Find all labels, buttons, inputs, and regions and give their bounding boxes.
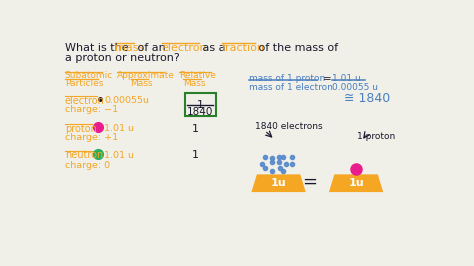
Text: Relative: Relative [179, 71, 216, 80]
Text: electron: electron [64, 96, 105, 106]
Polygon shape [251, 174, 306, 192]
Text: of an: of an [135, 43, 170, 53]
Text: Subatomic: Subatomic [64, 71, 113, 80]
Text: 1.01 u: 1.01 u [104, 151, 134, 160]
Text: What is the: What is the [64, 43, 132, 53]
Text: of the mass of: of the mass of [255, 43, 338, 53]
Text: charge: +1: charge: +1 [64, 133, 118, 142]
Text: 1.01 u: 1.01 u [104, 123, 134, 132]
Text: 1840 electrons: 1840 electrons [255, 122, 322, 131]
Text: fraction: fraction [222, 43, 265, 53]
Text: 1 proton: 1 proton [357, 132, 395, 141]
Text: 0.00055 u: 0.00055 u [332, 83, 378, 92]
Text: electron: electron [162, 43, 207, 53]
Text: as a: as a [199, 43, 229, 53]
Text: mass of 1 electron: mass of 1 electron [249, 83, 333, 92]
Text: 1: 1 [191, 151, 199, 160]
Text: Particles: Particles [64, 79, 103, 88]
Text: 1: 1 [197, 100, 204, 110]
Text: Approximate: Approximate [118, 71, 175, 80]
Text: Mass: Mass [183, 79, 206, 88]
Polygon shape [329, 174, 383, 192]
Text: =: = [302, 173, 317, 191]
Text: charge: −1: charge: −1 [64, 105, 118, 114]
Text: =: = [323, 74, 331, 84]
Text: 1.01 u: 1.01 u [332, 74, 361, 83]
Text: ≅ 1840: ≅ 1840 [344, 92, 390, 105]
Text: 1: 1 [191, 123, 199, 134]
Text: a proton or neutron?: a proton or neutron? [64, 53, 180, 63]
Text: 1u: 1u [271, 178, 286, 188]
Text: 1840: 1840 [187, 107, 213, 117]
Text: proton: proton [64, 123, 97, 134]
Text: mass of 1 proton: mass of 1 proton [249, 74, 325, 83]
Text: charge: 0: charge: 0 [64, 160, 110, 169]
Text: neutron: neutron [64, 151, 103, 160]
Text: 1u: 1u [348, 178, 364, 188]
Text: Mass: Mass [130, 79, 153, 88]
Text: mass: mass [115, 43, 144, 53]
Text: 0.00055u: 0.00055u [104, 96, 149, 105]
